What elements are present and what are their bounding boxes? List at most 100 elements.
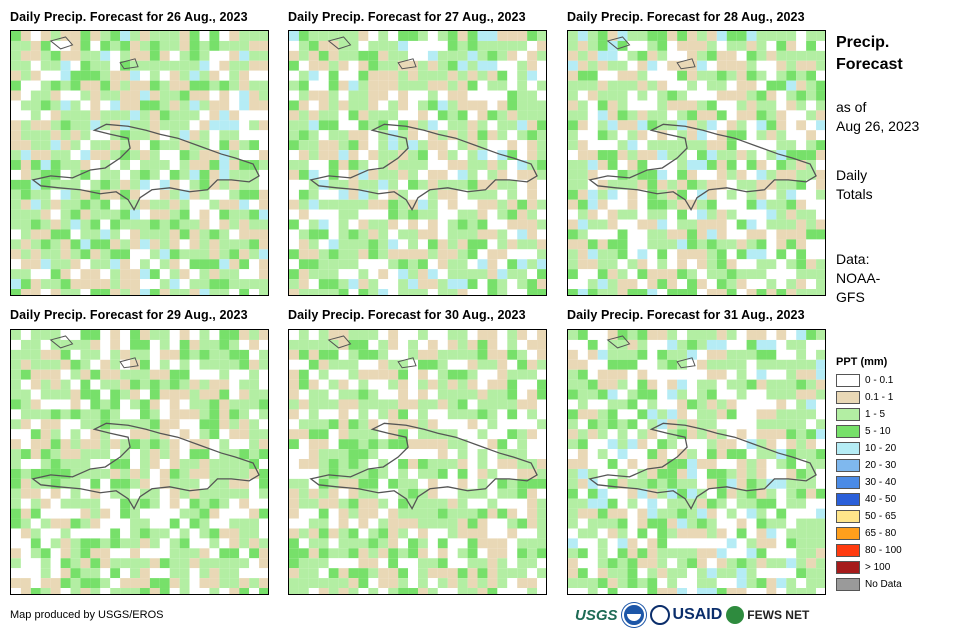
precip-cell [417, 50, 428, 61]
precip-cell [477, 379, 488, 390]
precip-cell [467, 359, 478, 370]
precip-cell [417, 120, 428, 131]
precip-cell [60, 60, 71, 71]
precip-cell [20, 449, 31, 460]
precip-cell [11, 508, 21, 519]
precip-cell [497, 60, 508, 71]
precip-cell [90, 80, 101, 91]
precip-cell [70, 140, 81, 151]
precip-cell [388, 50, 399, 61]
precip-cell [647, 169, 658, 180]
precip-cell [179, 508, 190, 519]
precip-cell [50, 199, 61, 210]
precip-cell [149, 239, 160, 250]
precip-cell [706, 459, 717, 469]
precip-cell [11, 568, 21, 579]
precip-cell [328, 409, 339, 420]
precip-cell [667, 179, 678, 190]
precip-cell [338, 160, 349, 170]
precip-cell [568, 330, 578, 340]
precip-cell [11, 31, 21, 41]
precip-cell [677, 449, 688, 460]
precip-cell [726, 209, 737, 220]
precip-cell [338, 70, 349, 81]
precip-cell [60, 389, 71, 400]
precip-cell [11, 120, 21, 131]
precip-cell [249, 40, 260, 51]
precip-cell [398, 548, 409, 559]
precip-cell [110, 558, 121, 569]
precip-cell [597, 140, 608, 151]
precip-cell [497, 160, 508, 170]
precip-cell [427, 40, 438, 51]
precip-cell [527, 31, 538, 41]
precip-cell [497, 50, 508, 61]
precip-cell [30, 399, 41, 410]
precip-cell [568, 70, 578, 81]
precip-cell [457, 459, 468, 469]
precip-cell [259, 478, 268, 489]
precip-cell [249, 548, 260, 559]
precip-cell [587, 249, 598, 260]
precip-cell [507, 189, 518, 200]
precip-cell [239, 518, 250, 529]
precip-cell [597, 239, 608, 250]
precip-cell [60, 568, 71, 579]
precip-cell [388, 459, 399, 469]
precip-cell [169, 488, 180, 499]
precip-cell [130, 249, 140, 260]
precip-cell [11, 330, 21, 340]
precip-cell [677, 468, 688, 479]
precip-cell [100, 169, 111, 180]
precip-cell [348, 468, 359, 479]
precip-cell [80, 419, 91, 430]
precip-cell [696, 179, 707, 190]
precip-cell [100, 259, 111, 270]
precip-cell [100, 459, 111, 469]
precip-cell [348, 249, 359, 260]
panel-title-5: Daily Precip. Forecast for 30 Aug., 2023 [288, 308, 526, 322]
precip-cell [796, 518, 807, 529]
precip-cell [568, 120, 578, 131]
precip-cell [149, 279, 160, 290]
precip-cell [607, 249, 618, 260]
precip-cell [219, 259, 230, 270]
precip-cell [487, 558, 498, 569]
precip-cell [477, 229, 488, 240]
precip-cell [527, 279, 538, 290]
precip-cell [219, 528, 230, 539]
precip-cell [637, 578, 648, 589]
precip-cell [677, 369, 688, 380]
precip-cell [239, 80, 250, 91]
precip-cell [179, 279, 190, 290]
precip-cell [110, 209, 121, 220]
precip-cell [40, 239, 51, 250]
precip-cell [398, 50, 409, 61]
precip-cell [447, 409, 458, 420]
precip-cell [427, 558, 438, 569]
precip-cell [417, 130, 428, 141]
precip-cell [736, 369, 747, 380]
precip-cell [328, 70, 339, 81]
precip-cell [816, 80, 825, 91]
precip-cell [318, 468, 329, 479]
precip-cell [796, 70, 807, 81]
precip-cell [786, 389, 797, 400]
precip-cell [667, 359, 678, 370]
precip-cell [726, 219, 737, 230]
precip-cell [259, 439, 268, 450]
precip-cell [219, 80, 230, 91]
precip-cell [110, 369, 121, 380]
precip-cell [229, 478, 240, 489]
precip-cell [766, 578, 777, 589]
precip-cell [736, 439, 747, 450]
precip-cell [786, 409, 797, 420]
precip-cell [298, 439, 309, 450]
precip-cell [776, 508, 787, 519]
precip-cell [328, 508, 339, 519]
precip-cell [169, 379, 180, 390]
precip-cell [209, 558, 220, 569]
precip-cell [398, 379, 409, 390]
precip-cell [756, 339, 767, 350]
